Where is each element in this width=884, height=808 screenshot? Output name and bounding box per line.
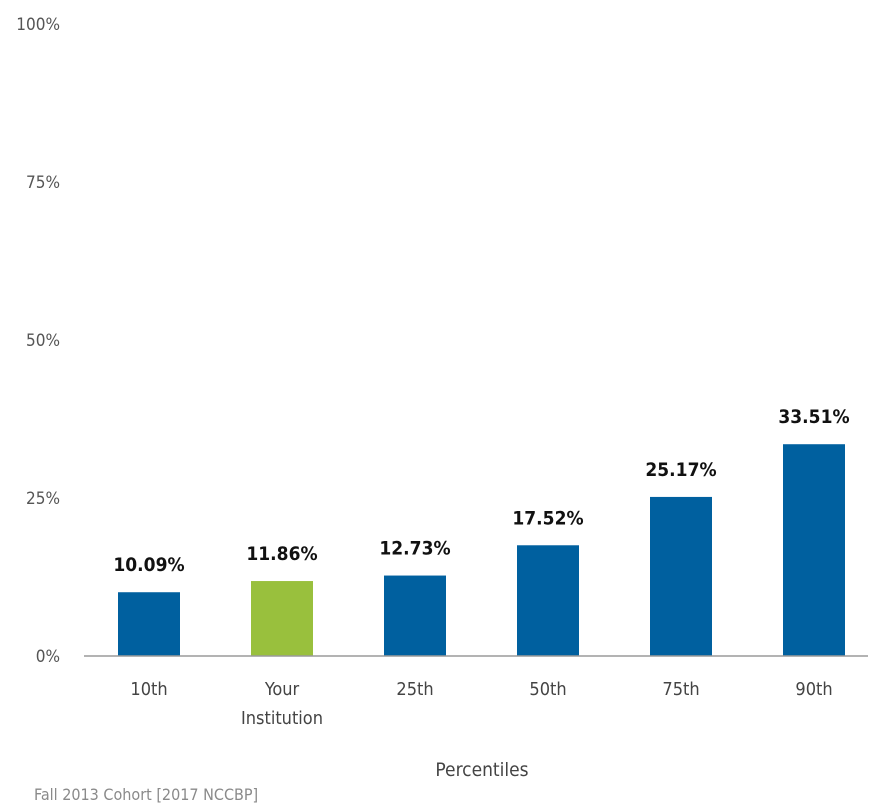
bar-10th [118, 592, 180, 656]
bar-50th [517, 545, 579, 656]
y-tick-label: 75% [26, 173, 60, 193]
bar-your-institution [251, 581, 313, 656]
bar-value-label: 12.73% [379, 538, 450, 560]
x-tick-label: 90th [795, 679, 832, 700]
x-tick-label: Your [264, 679, 300, 700]
chart-footnote: Fall 2013 Cohort [2017 NCCBP] [34, 785, 258, 804]
y-tick-label: 0% [36, 647, 60, 667]
y-axis-ticks: 0% 25% 50% 75% 100% [16, 15, 60, 667]
x-tick-label: 25th [396, 679, 433, 700]
x-axis-title: Percentiles [435, 759, 528, 781]
x-axis-category-labels: 10th Your Institution 25th 50th 75th 90th [130, 679, 832, 729]
x-tick-label: 10th [130, 679, 167, 700]
y-tick-label: 50% [26, 331, 60, 351]
bar-value-label: 11.86% [246, 543, 317, 565]
x-tick-label: 75th [662, 679, 699, 700]
bar-value-label: 10.09% [113, 554, 184, 576]
y-tick-label: 100% [16, 15, 60, 35]
x-tick-label: Institution [241, 708, 323, 729]
bar-90th [783, 444, 845, 656]
value-labels: 10.09% 11.86% 12.73% 17.52% 25.17% 33.51% [113, 406, 849, 576]
bar-value-label: 25.17% [645, 459, 716, 481]
bar-value-label: 33.51% [778, 406, 849, 428]
y-tick-label: 25% [26, 489, 60, 509]
bar-25th [384, 575, 446, 656]
bar-value-label: 17.52% [512, 507, 583, 529]
bar-75th [650, 496, 712, 656]
bars [118, 444, 845, 656]
x-tick-label: 50th [529, 679, 566, 700]
